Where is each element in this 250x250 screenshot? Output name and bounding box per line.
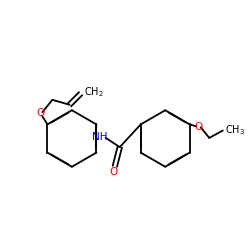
Text: O: O (194, 122, 202, 132)
Text: CH$_2$: CH$_2$ (84, 86, 103, 99)
Text: CH$_3$: CH$_3$ (225, 124, 245, 138)
Text: O: O (36, 108, 44, 118)
Text: O: O (110, 167, 118, 177)
Text: NH: NH (92, 132, 108, 142)
